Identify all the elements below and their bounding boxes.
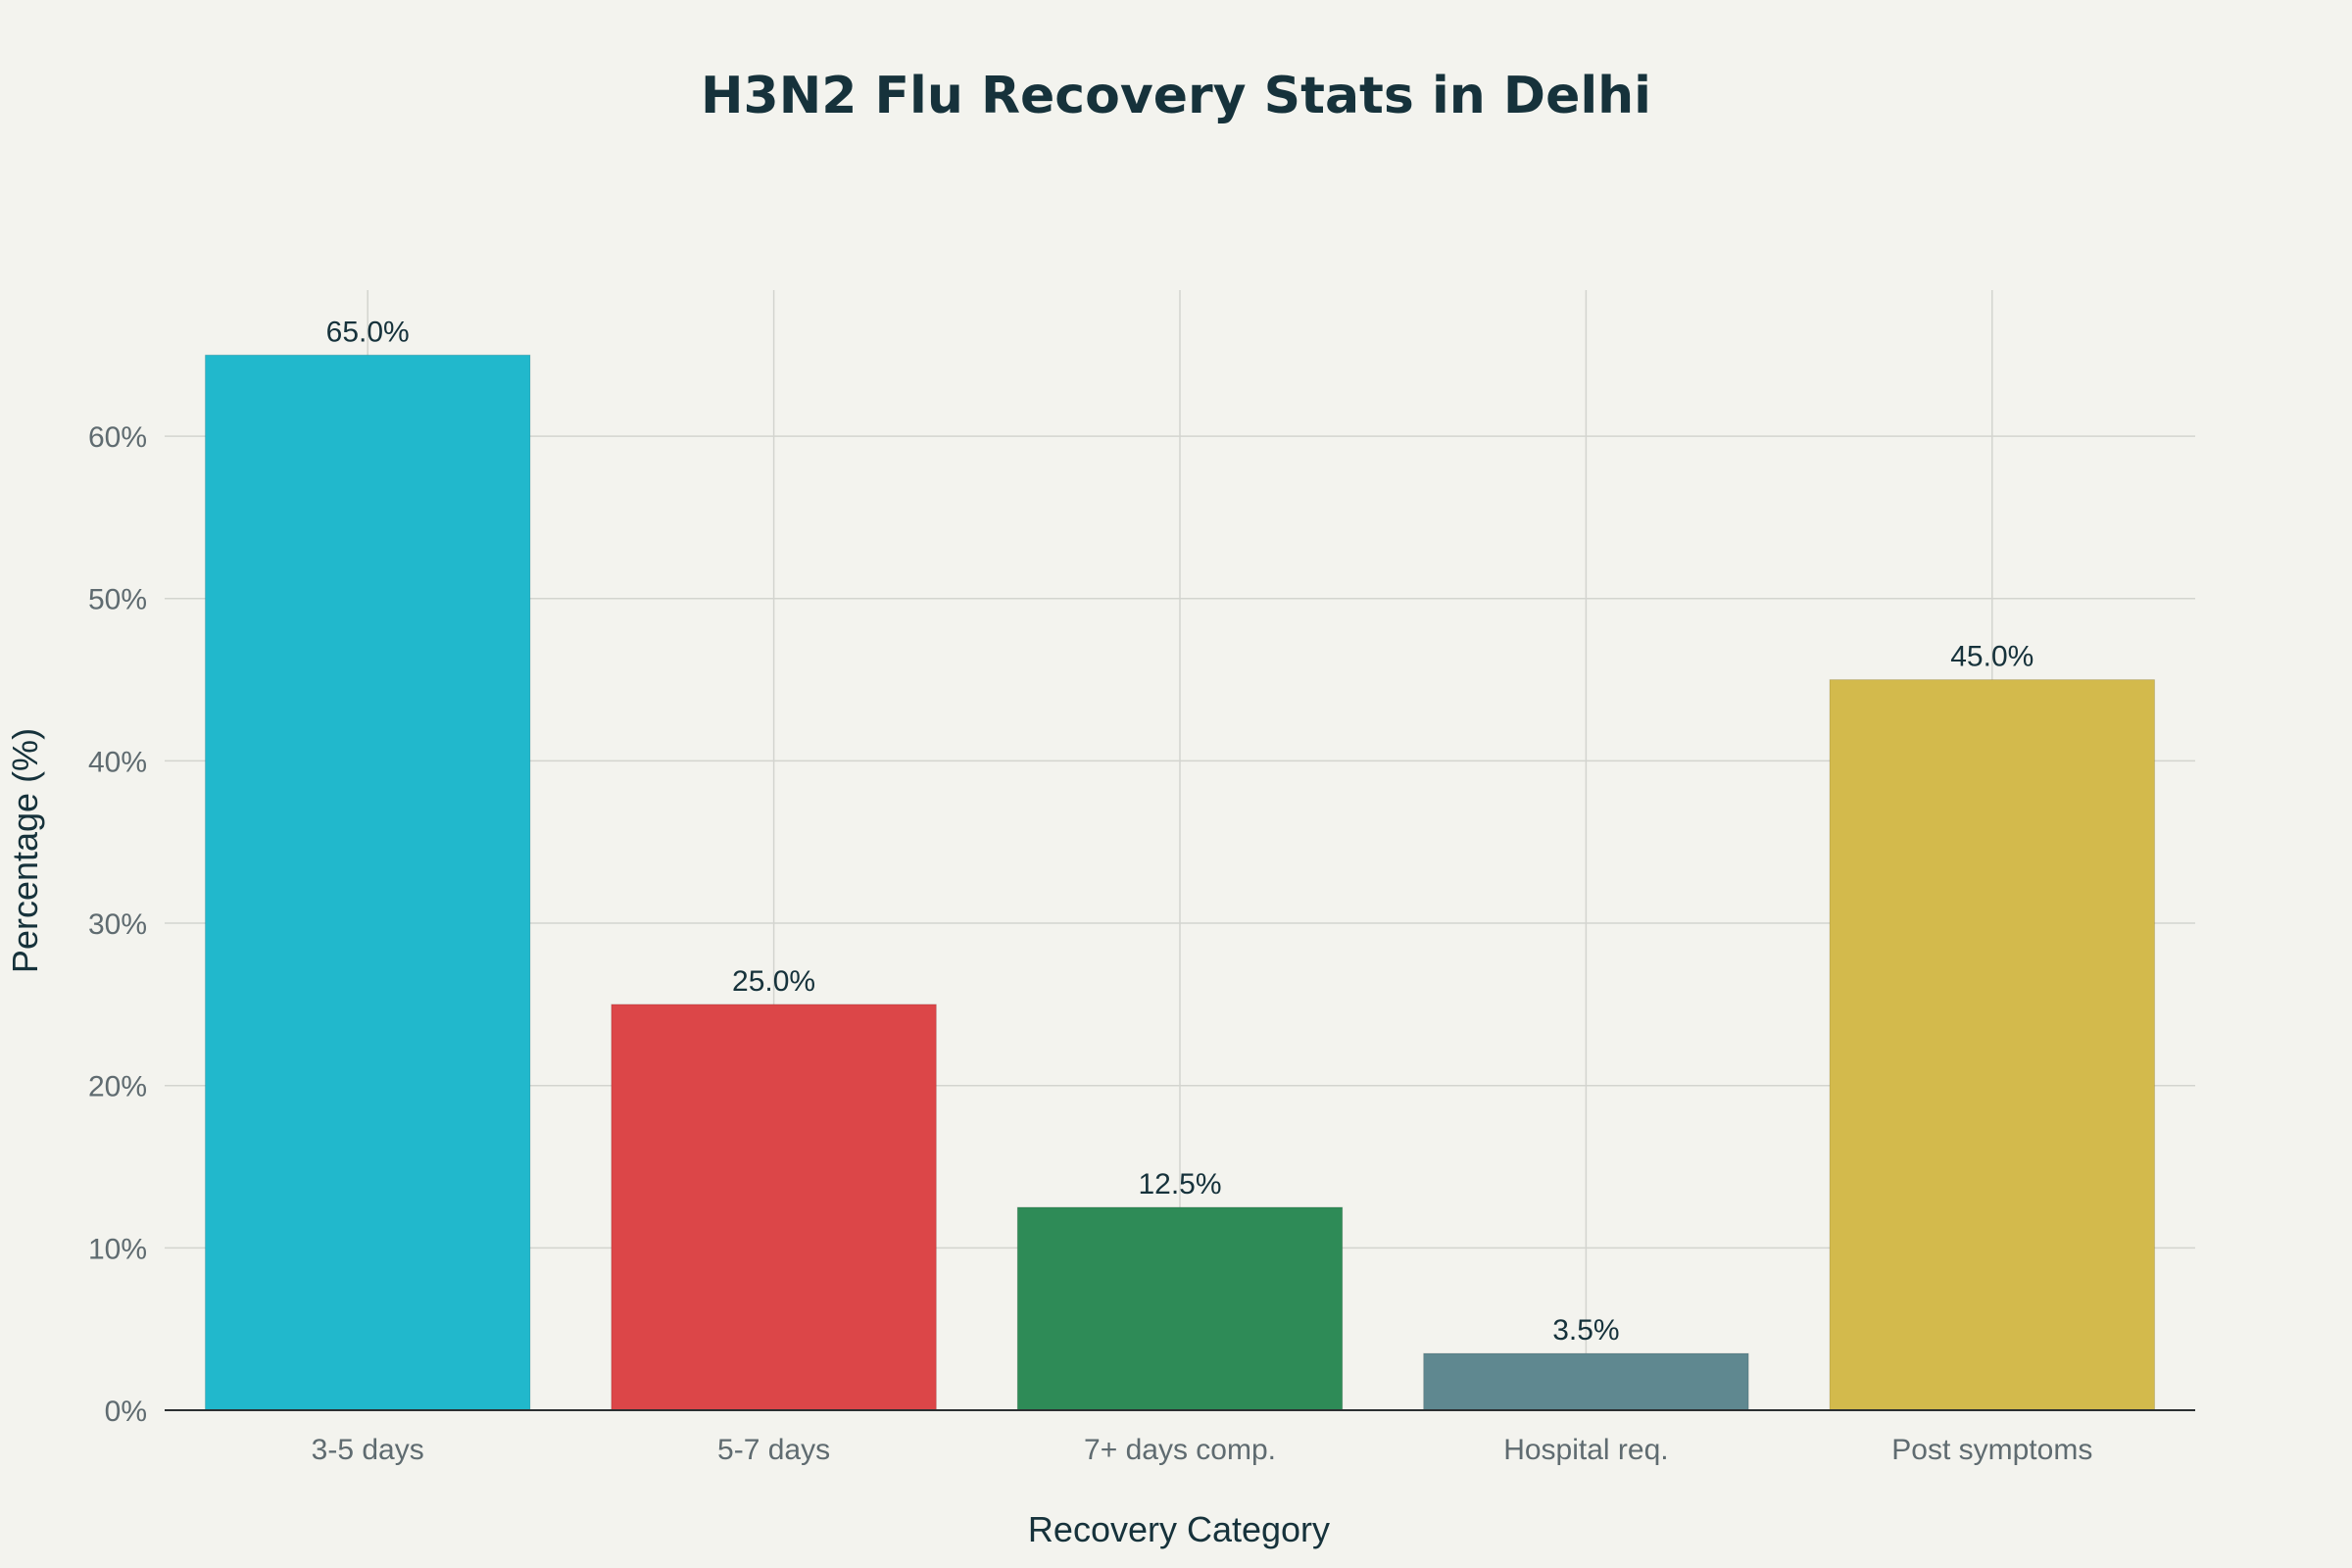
data-labels: 65.0% 25.0% 12.5% 3.5% 45.0% [326, 316, 2034, 1347]
y-axis-title: Percentage (%) [5, 728, 45, 973]
y-tick-label: 60% [88, 421, 147, 454]
x-axis-title: Recovery Category [1028, 1509, 1330, 1549]
y-tick-label: 10% [88, 1233, 147, 1265]
bar-value-label: 25.0% [732, 965, 815, 998]
bar-value-label: 45.0% [1950, 641, 2034, 673]
bar-value-label: 3.5% [1552, 1314, 1619, 1347]
bar [611, 1004, 937, 1411]
bar-value-label: 65.0% [326, 316, 410, 348]
x-tick-label: Hospital req. [1503, 1434, 1668, 1466]
bar [204, 354, 531, 1411]
bar [1423, 1352, 1749, 1411]
y-tick-label: 30% [88, 908, 147, 941]
y-tick-label: 20% [88, 1071, 147, 1103]
x-tick-label: 3-5 days [312, 1434, 424, 1466]
tick-labels: 0% 10% 20% 30% 40% 50% 60% 3-5 days 5-7 days 7+ d… [88, 421, 2092, 1466]
bar [1016, 1206, 1344, 1411]
y-tick-label: 40% [88, 746, 147, 778]
y-tick-label: 50% [88, 584, 147, 616]
x-tick-label: Post symptoms [1891, 1434, 2092, 1466]
bars [204, 354, 2156, 1411]
x-tick-label: 5-7 days [717, 1434, 830, 1466]
bar-value-label: 12.5% [1138, 1168, 1221, 1200]
bar [1829, 679, 2156, 1411]
y-tick-label: 0% [105, 1396, 147, 1428]
x-tick-label: 7+ days comp. [1084, 1434, 1276, 1466]
chart-title: H3N2 Flu Recovery Stats in Delhi [701, 67, 1651, 125]
